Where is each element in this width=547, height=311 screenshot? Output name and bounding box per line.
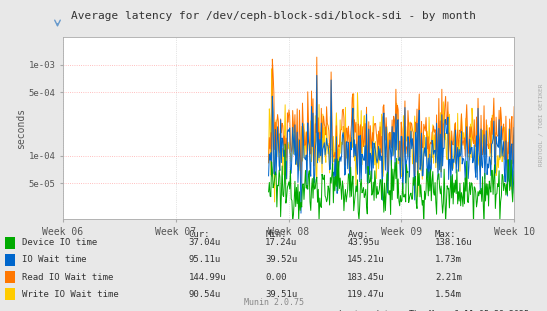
Text: Device IO time: Device IO time xyxy=(22,239,97,247)
Y-axis label: seconds: seconds xyxy=(16,108,26,149)
Text: 1.73m: 1.73m xyxy=(435,256,462,264)
Text: Read IO Wait time: Read IO Wait time xyxy=(22,273,113,281)
Text: RRDTOOL / TOBI OETIKER: RRDTOOL / TOBI OETIKER xyxy=(538,83,543,166)
Text: 39.52u: 39.52u xyxy=(265,256,298,264)
Text: 0.00: 0.00 xyxy=(265,273,287,281)
Text: 183.45u: 183.45u xyxy=(347,273,385,281)
Text: 119.47u: 119.47u xyxy=(347,290,385,299)
Text: 2.21m: 2.21m xyxy=(435,273,462,281)
Text: 39.51u: 39.51u xyxy=(265,290,298,299)
Text: Munin 2.0.75: Munin 2.0.75 xyxy=(243,298,304,307)
Text: Avg:: Avg: xyxy=(347,230,369,239)
Text: 17.24u: 17.24u xyxy=(265,239,298,247)
Text: 138.16u: 138.16u xyxy=(435,239,473,247)
Text: 1.54m: 1.54m xyxy=(435,290,462,299)
Text: IO Wait time: IO Wait time xyxy=(22,256,86,264)
Text: 43.95u: 43.95u xyxy=(347,239,380,247)
Text: Cur:: Cur: xyxy=(189,230,210,239)
Text: Write IO Wait time: Write IO Wait time xyxy=(22,290,119,299)
Text: Last update:  Thu Mar  6 11:05:39 2025: Last update: Thu Mar 6 11:05:39 2025 xyxy=(339,310,529,311)
Text: 145.21u: 145.21u xyxy=(347,256,385,264)
Text: Min:: Min: xyxy=(265,230,287,239)
Text: 90.54u: 90.54u xyxy=(189,290,221,299)
Text: 95.11u: 95.11u xyxy=(189,256,221,264)
Text: Average latency for /dev/ceph-block-sdi/block-sdi - by month: Average latency for /dev/ceph-block-sdi/… xyxy=(71,11,476,21)
Text: 144.99u: 144.99u xyxy=(189,273,226,281)
Text: 37.04u: 37.04u xyxy=(189,239,221,247)
Text: Max:: Max: xyxy=(435,230,456,239)
